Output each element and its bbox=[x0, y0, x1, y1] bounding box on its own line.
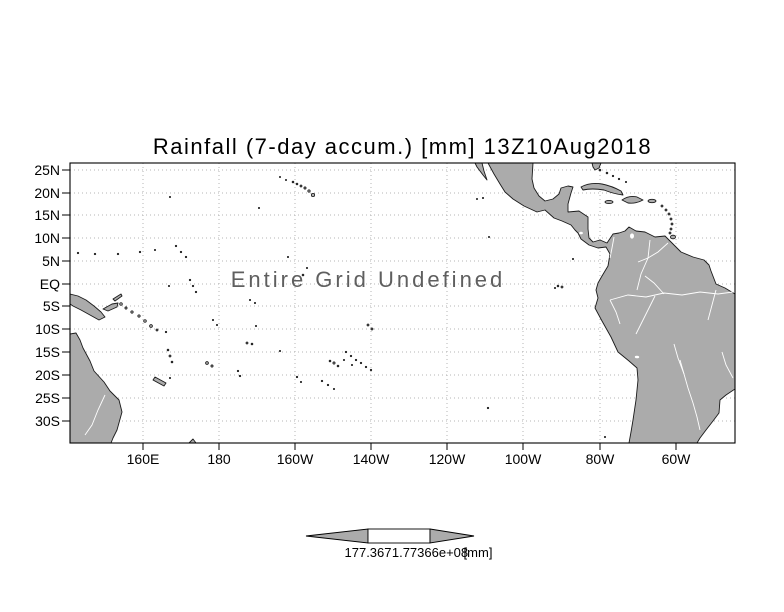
australia-landmass bbox=[70, 332, 123, 443]
trinidad-island bbox=[670, 234, 676, 240]
colorbar-min-label: 177.367 bbox=[344, 545, 392, 560]
new-caledonia-island bbox=[152, 376, 167, 387]
colorbar-units-label: [mm] bbox=[463, 545, 493, 560]
plot-frame bbox=[69, 162, 736, 444]
lon-tick-label: 160E bbox=[126, 451, 160, 467]
florida-tip bbox=[591, 163, 602, 171]
hispaniola-island bbox=[621, 195, 644, 204]
lat-tick-label: EQ bbox=[39, 276, 60, 292]
lon-tick-label: 80W bbox=[585, 451, 615, 467]
axis-ticks bbox=[62, 169, 677, 450]
lat-tick-label: 15N bbox=[34, 207, 60, 223]
jamaica-island bbox=[604, 199, 614, 205]
baja-california bbox=[474, 163, 488, 181]
puerto-rico-island bbox=[647, 198, 657, 204]
rivers-and-borders bbox=[84, 236, 734, 436]
lat-tick-label: 5N bbox=[42, 253, 60, 269]
new-britain-island bbox=[102, 302, 119, 312]
new-guinea-landmass bbox=[70, 293, 106, 321]
colorbar-max-label: 1.77366e+08 bbox=[391, 545, 469, 560]
lat-tick-label: 10N bbox=[34, 230, 60, 246]
lon-tick-label: 60W bbox=[661, 451, 691, 467]
cuba-island bbox=[580, 182, 624, 196]
lon-tick-label: 160W bbox=[276, 451, 314, 467]
lat-tick-label: 25N bbox=[34, 162, 60, 178]
lon-tick-label: 100W bbox=[504, 451, 542, 467]
lat-tick-label: 25S bbox=[35, 390, 60, 406]
colorbar bbox=[305, 528, 475, 544]
lakes bbox=[579, 231, 640, 359]
undefined-grid-message: Entire Grid Undefined bbox=[230, 267, 506, 292]
lon-tick-label: 120W bbox=[428, 451, 466, 467]
lat-tick-label: 20N bbox=[34, 185, 60, 201]
new-ireland-island bbox=[112, 293, 123, 302]
colorbar-left-arrow bbox=[305, 528, 369, 544]
colorbar-mid-cell bbox=[367, 528, 431, 544]
lat-tick-label: 10S bbox=[35, 321, 60, 337]
lat-tick-label: 20S bbox=[35, 367, 60, 383]
plot-title: Rainfall (7-day accum.) [mm] 13Z10Aug201… bbox=[152, 134, 653, 159]
lon-tick-label: 180 bbox=[207, 451, 231, 467]
lat-tick-label: 30S bbox=[35, 413, 60, 429]
pacific-islands bbox=[76, 168, 674, 439]
lat-tick-label: 5S bbox=[42, 298, 60, 314]
colorbar-right-arrow bbox=[429, 528, 475, 544]
lon-tick-label: 140W bbox=[352, 451, 390, 467]
lat-tick-label: 15S bbox=[35, 344, 60, 360]
new-zealand-tip bbox=[188, 438, 197, 443]
